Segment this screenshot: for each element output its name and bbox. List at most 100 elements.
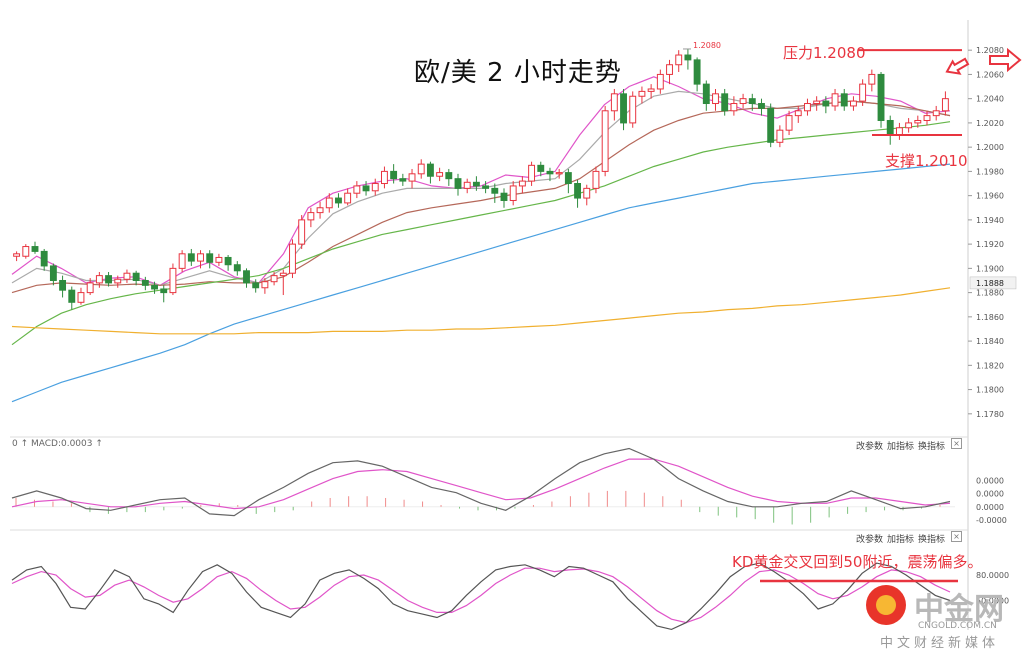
candle-body — [491, 187, 499, 194]
price-tick-label: 1.2040 — [976, 95, 1004, 104]
candle-body — [693, 59, 701, 85]
candle-body — [206, 253, 214, 263]
candle-body — [739, 98, 747, 105]
price-tick-label: 1.2080 — [976, 46, 1004, 55]
price-tick-label: 1.1900 — [976, 264, 1004, 273]
candle-body — [187, 253, 195, 262]
candle-body — [316, 207, 324, 214]
candle-body — [390, 170, 398, 180]
candle-body — [748, 98, 756, 105]
candle-body — [454, 178, 462, 189]
candle-body — [895, 127, 903, 136]
kd-adjust-params-link[interactable]: 改参数 — [856, 535, 884, 545]
candle-body — [22, 246, 30, 257]
candle-body — [243, 270, 250, 284]
candle-body — [859, 83, 867, 102]
kd-tick-label: 80.0000 — [976, 571, 1009, 580]
candle-body — [528, 164, 536, 182]
candle-body — [767, 107, 775, 143]
price-tick-label: 1.1940 — [976, 216, 1004, 225]
candle-body — [178, 253, 186, 269]
candle-body — [141, 279, 149, 286]
candle-body — [270, 275, 278, 283]
candle-body — [656, 73, 664, 90]
kd-k-line — [11, 562, 951, 631]
resistance-label: 压力1.2080 — [783, 44, 866, 62]
candle-body — [40, 250, 48, 267]
cngold-logo-center — [876, 595, 896, 615]
moving-average-line-2 — [11, 100, 951, 294]
moving-average-line-1 — [11, 90, 951, 286]
candle-body — [426, 163, 434, 177]
macd-switch-indicator-link[interactable]: 换指标 — [918, 442, 946, 452]
candle-body — [132, 272, 140, 281]
price-tick-label: 1.1920 — [976, 240, 1004, 249]
candle-body — [224, 256, 232, 266]
candle-body — [362, 185, 370, 192]
candle-body — [325, 197, 333, 209]
candle-body — [877, 73, 885, 121]
current-price-box — [969, 276, 1017, 290]
up-arrow-icon — [945, 57, 970, 75]
candle-body — [831, 93, 839, 107]
moving-average-line-5 — [11, 287, 951, 335]
candle-body — [408, 173, 416, 182]
price-tick-label: 1.2020 — [976, 119, 1004, 128]
candle-body — [629, 95, 637, 124]
candle-body — [592, 170, 600, 189]
candle-body — [941, 98, 949, 112]
candle-body — [785, 115, 793, 131]
candle-body — [353, 185, 361, 194]
candle-body — [371, 183, 379, 192]
watermark-slogan: 中文财经新媒体 — [880, 636, 1000, 651]
high-marker-label: 1.2080 — [693, 41, 721, 50]
candle-body — [436, 172, 444, 177]
price-tick-label: 1.1860 — [976, 313, 1004, 322]
price-tick-label: 1.1880 — [976, 289, 1004, 298]
candle-body — [610, 93, 618, 112]
candle-body — [932, 110, 940, 117]
candle-body — [463, 181, 471, 189]
candle-body — [335, 197, 342, 204]
candle-body — [197, 253, 204, 262]
kd-close-icon[interactable]: × — [951, 531, 962, 542]
candle-body — [417, 163, 425, 175]
watermark-site: CNGOLD.COM.CN — [918, 621, 997, 631]
candle-body — [555, 172, 563, 175]
price-tick-label: 1.1980 — [976, 167, 1004, 176]
candle-body — [252, 282, 260, 289]
candle-body — [86, 282, 94, 294]
candle-body — [923, 115, 931, 121]
kd-add-indicator-link[interactable]: 加指标 — [887, 535, 915, 545]
candle-body — [758, 103, 765, 109]
macd-tick-label: -0.0000 — [976, 516, 1007, 525]
candle-body — [914, 119, 922, 124]
macd-dif-line — [11, 447, 951, 517]
candle-body — [169, 267, 177, 294]
price-tick-label: 1.1780 — [976, 410, 1004, 419]
moving-average-line-4 — [11, 163, 951, 403]
candle-body — [886, 119, 894, 136]
candle-body — [518, 180, 526, 187]
candle-body — [307, 212, 315, 221]
candle-body — [804, 103, 811, 112]
macd-add-indicator-link[interactable]: 加指标 — [887, 442, 915, 452]
macd-tick-label: 0.0000 — [976, 476, 1004, 485]
macd-close-icon[interactable]: × — [951, 438, 962, 449]
candle-body — [730, 103, 738, 112]
candle-body — [564, 172, 572, 185]
price-tick-label: 1.1820 — [976, 361, 1004, 370]
price-tick-label: 1.1960 — [976, 192, 1004, 201]
candle-body — [95, 275, 103, 284]
price-tick-label: 1.1840 — [976, 337, 1004, 346]
candle-body — [123, 272, 131, 280]
candle-body — [445, 172, 453, 180]
candle-body — [684, 54, 692, 61]
macd-adjust-params-link[interactable]: 改参数 — [856, 442, 884, 452]
candle-body — [49, 265, 57, 281]
candle-body — [794, 110, 802, 117]
candle-body — [289, 243, 296, 274]
candle-body — [905, 122, 913, 129]
kd-switch-indicator-link[interactable]: 换指标 — [918, 535, 946, 545]
